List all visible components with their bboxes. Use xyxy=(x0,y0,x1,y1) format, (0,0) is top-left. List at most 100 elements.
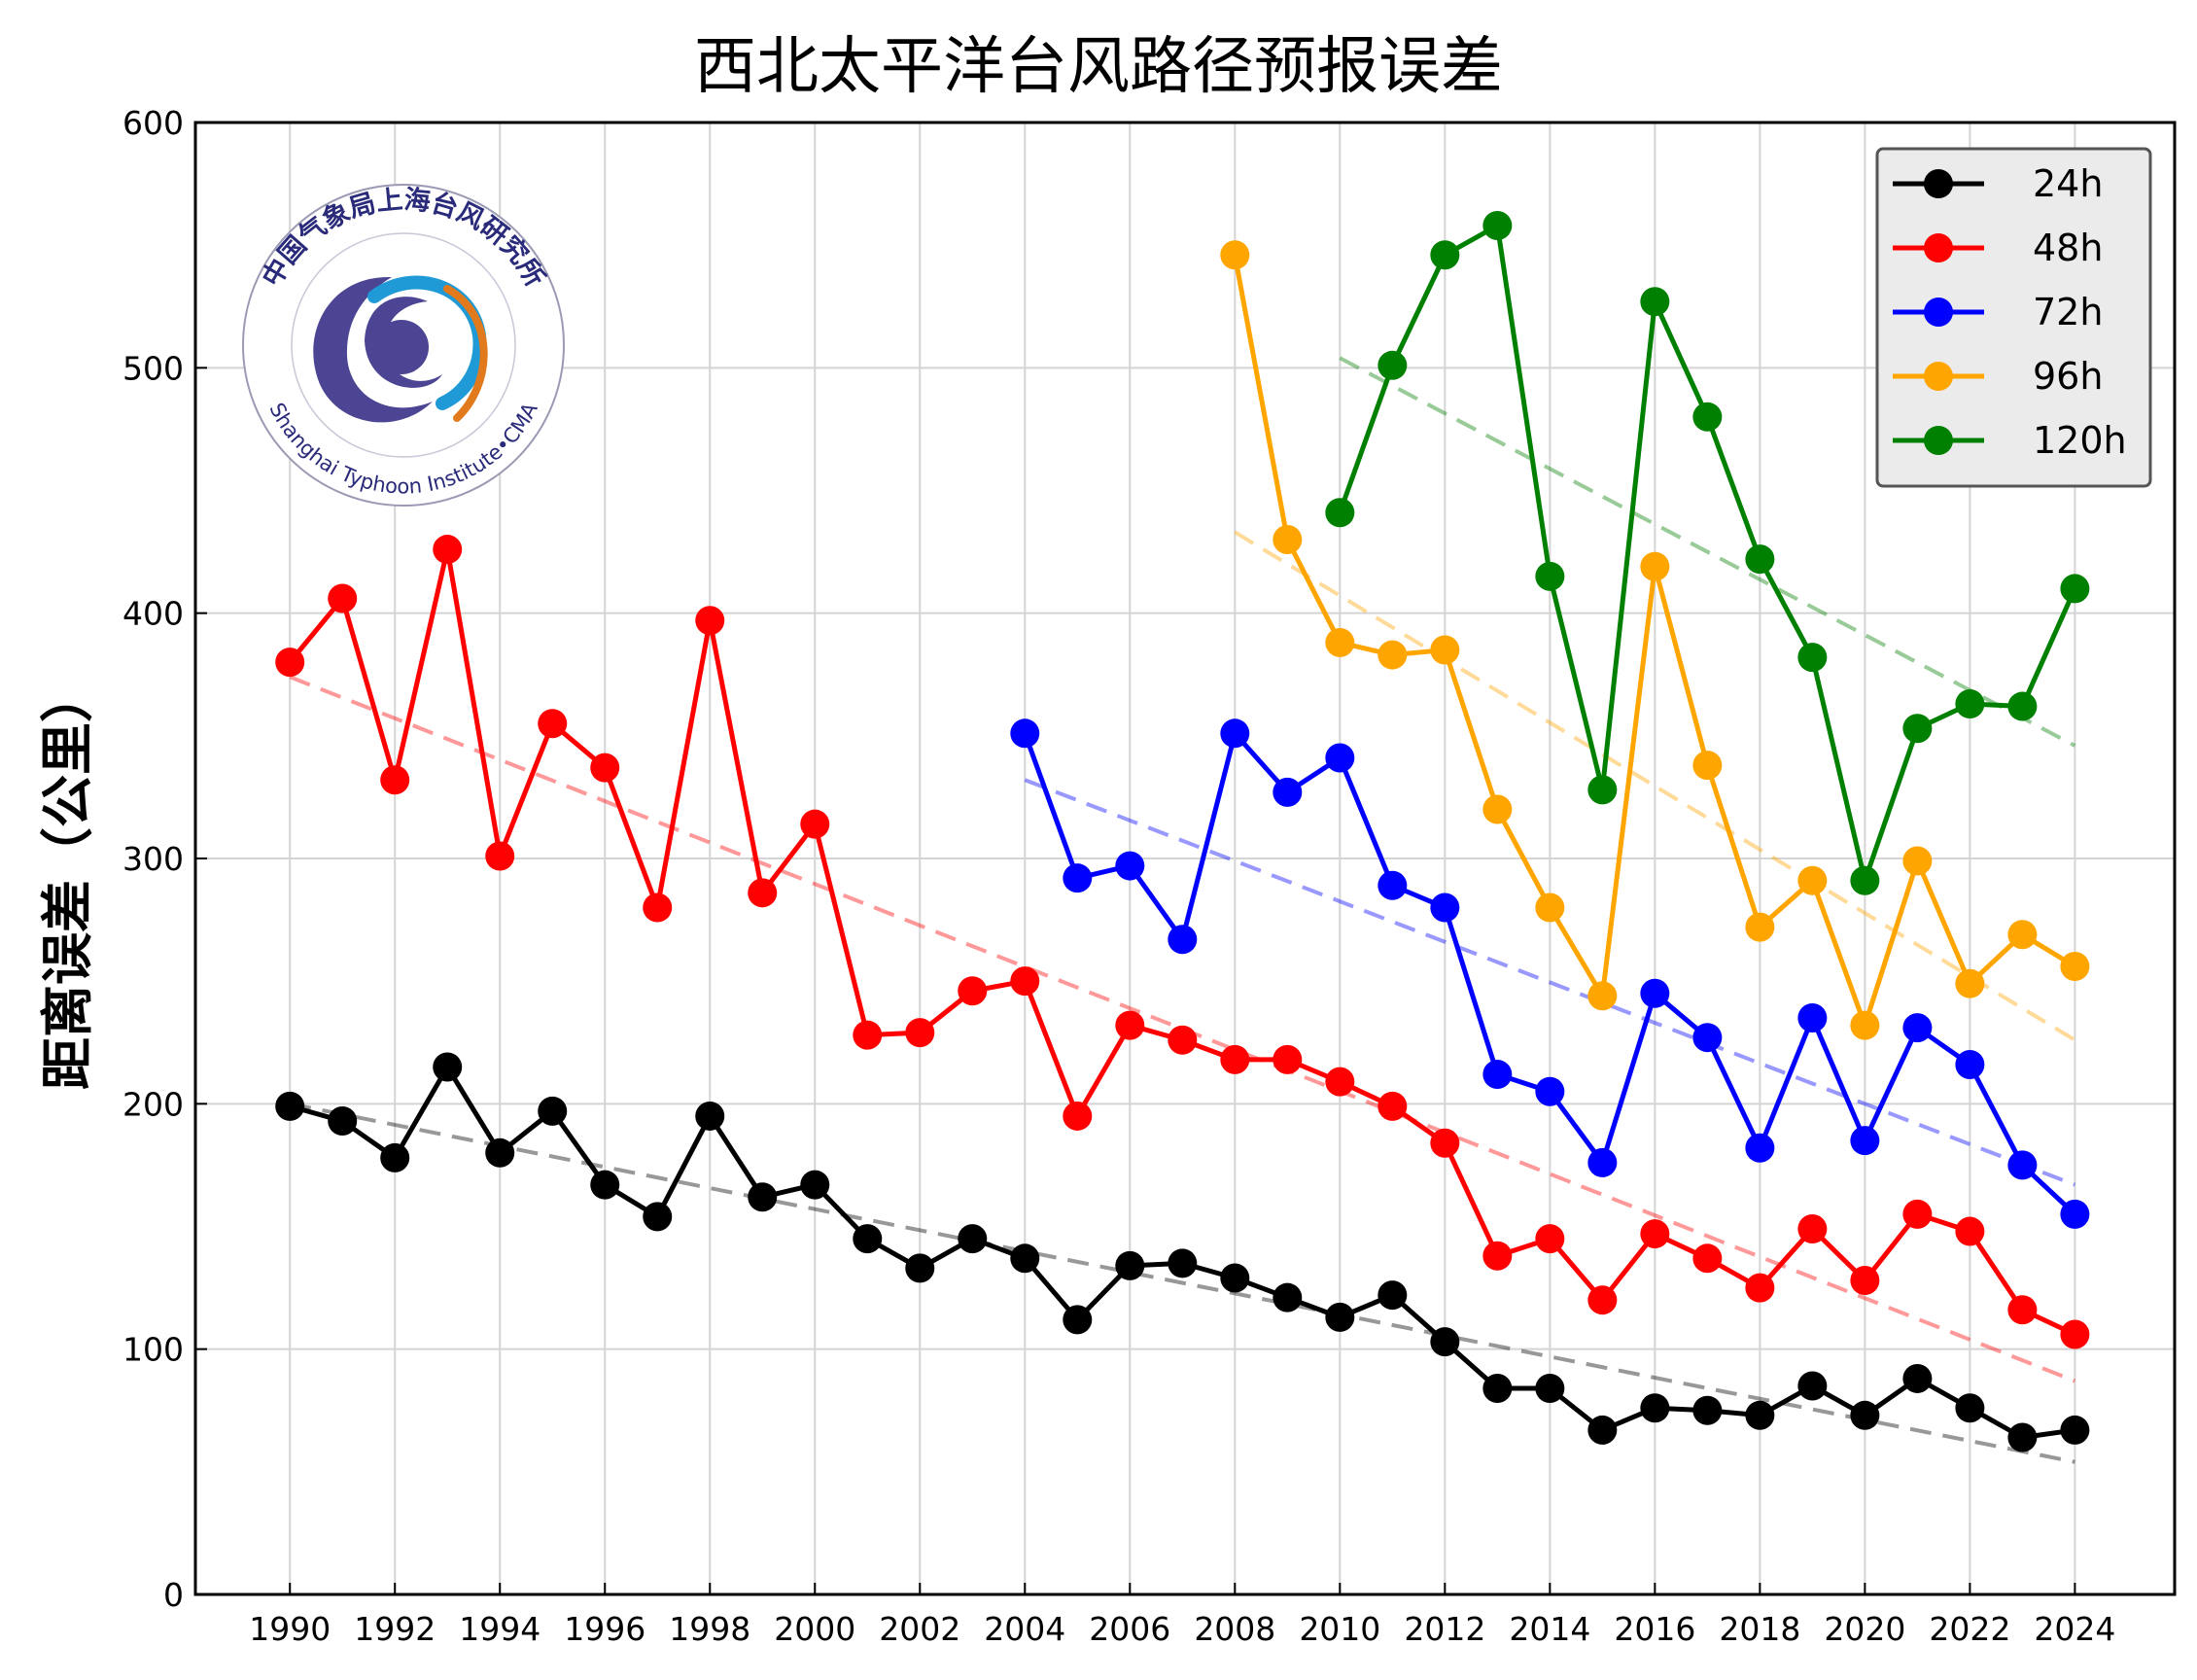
data-point-72h xyxy=(1587,1147,1618,1177)
data-point-48h xyxy=(2060,1319,2090,1349)
data-point-48h xyxy=(2007,1295,2038,1325)
y-tick-label: 0 xyxy=(163,1576,184,1614)
data-point-24h xyxy=(2060,1415,2090,1445)
x-tick-label: 2000 xyxy=(774,1610,855,1648)
data-point-48h xyxy=(1430,1128,1460,1158)
data-point-24h xyxy=(590,1170,620,1200)
y-tick-label: 500 xyxy=(122,349,184,387)
data-point-72h xyxy=(1115,851,1145,881)
x-tick-label: 1994 xyxy=(459,1610,541,1648)
data-point-48h xyxy=(1535,1224,1565,1254)
data-point-48h xyxy=(1115,1010,1145,1040)
data-point-48h xyxy=(748,878,778,908)
logo-swirl-outer xyxy=(313,276,433,423)
data-point-48h xyxy=(1797,1214,1828,1244)
data-point-48h xyxy=(643,892,673,923)
data-point-120h xyxy=(1955,689,1985,719)
data-point-24h xyxy=(1640,1393,1670,1423)
x-tick-label: 2020 xyxy=(1824,1610,1905,1648)
data-point-72h xyxy=(1745,1133,1775,1163)
logo-orange-arc xyxy=(443,285,488,422)
data-point-120h xyxy=(1902,714,1933,744)
data-point-24h xyxy=(643,1202,673,1232)
legend-marker-96h xyxy=(1924,362,1953,391)
data-point-72h xyxy=(1640,978,1670,1008)
data-point-72h xyxy=(1535,1076,1565,1106)
legend-box xyxy=(1875,147,2152,488)
data-point-48h xyxy=(380,765,410,795)
data-point-48h xyxy=(1273,1044,1303,1074)
x-tick-label: 2018 xyxy=(1719,1610,1800,1648)
data-point-24h xyxy=(1377,1280,1408,1311)
x-tick-label: 2012 xyxy=(1404,1610,1485,1648)
y-tick-label: 200 xyxy=(122,1085,184,1123)
data-series xyxy=(275,210,2090,1452)
x-tick-label: 1996 xyxy=(564,1610,645,1648)
data-point-48h xyxy=(328,583,358,613)
legend-label-24h: 24h xyxy=(2033,162,2103,205)
data-point-24h xyxy=(1850,1400,1880,1430)
x-tick-label: 2022 xyxy=(1929,1610,2010,1648)
trend-line-72h xyxy=(1024,778,2076,1187)
data-point-24h xyxy=(1745,1400,1775,1430)
data-point-24h xyxy=(1902,1363,1933,1393)
data-point-72h xyxy=(1430,892,1460,923)
data-point-96h xyxy=(1325,627,1355,657)
series-72h xyxy=(1010,718,2090,1229)
data-point-120h xyxy=(1482,210,1513,240)
data-point-96h xyxy=(1902,846,1933,876)
data-point-48h xyxy=(905,1018,935,1048)
data-point-96h xyxy=(1692,751,1723,781)
data-point-24h xyxy=(695,1101,725,1131)
legend-marker-24h xyxy=(1924,169,1953,198)
axis-ticks: 1990 1992 1994 1996 1998 2000 2002 2004 2006 2008… xyxy=(122,104,2115,1648)
data-point-24h xyxy=(2007,1422,2038,1452)
legend-marker-48h xyxy=(1924,233,1953,262)
data-point-24h xyxy=(328,1105,358,1136)
data-point-120h xyxy=(1325,498,1355,528)
data-point-96h xyxy=(2060,952,2090,982)
institute-logo: 中国气象局上海台风研究所 Shanghai Typhoon Institute•… xyxy=(242,184,565,507)
data-point-72h xyxy=(1273,777,1303,807)
data-point-48h xyxy=(1692,1243,1723,1274)
data-point-48h xyxy=(1955,1216,1985,1246)
legend-marker-72h xyxy=(1924,298,1953,327)
data-point-24h xyxy=(1325,1302,1355,1332)
data-point-48h xyxy=(695,606,725,636)
data-point-24h xyxy=(1063,1305,1093,1335)
data-point-72h xyxy=(1850,1126,1880,1156)
data-point-120h xyxy=(1640,287,1670,317)
data-point-72h xyxy=(1797,1003,1828,1033)
data-point-24h xyxy=(1535,1374,1565,1404)
y-tick-label: 100 xyxy=(122,1331,184,1369)
x-tick-label: 2024 xyxy=(2034,1610,2115,1648)
data-point-120h xyxy=(2007,691,2038,721)
data-point-120h xyxy=(1430,240,1460,270)
data-point-24h xyxy=(800,1170,830,1200)
data-point-96h xyxy=(1850,1010,1880,1040)
data-point-72h xyxy=(1010,718,1040,749)
data-point-120h xyxy=(2060,574,2090,604)
data-point-24h xyxy=(853,1224,883,1254)
legend-marker-120h xyxy=(1924,426,1953,455)
data-point-24h xyxy=(275,1091,305,1121)
x-tick-label: 2010 xyxy=(1299,1610,1380,1648)
data-point-72h xyxy=(1955,1049,1985,1079)
data-point-24h xyxy=(1430,1327,1460,1357)
data-point-72h xyxy=(2060,1199,2090,1229)
x-tick-label: 2002 xyxy=(879,1610,960,1648)
y-axis-label: 距离误差（公里） xyxy=(37,670,98,1090)
data-point-120h xyxy=(1587,775,1618,805)
data-point-96h xyxy=(1640,551,1670,581)
data-point-72h xyxy=(1168,925,1198,955)
data-point-72h xyxy=(2007,1150,2038,1180)
data-point-48h xyxy=(1010,966,1040,997)
data-point-48h xyxy=(853,1020,883,1050)
data-point-96h xyxy=(1587,981,1618,1011)
data-point-96h xyxy=(1745,912,1775,942)
data-point-24h xyxy=(1273,1282,1303,1312)
chart-title: 西北太平洋台风路径预报误差 xyxy=(694,31,1503,103)
data-point-48h xyxy=(1168,1025,1198,1055)
data-point-120h xyxy=(1797,643,1828,673)
